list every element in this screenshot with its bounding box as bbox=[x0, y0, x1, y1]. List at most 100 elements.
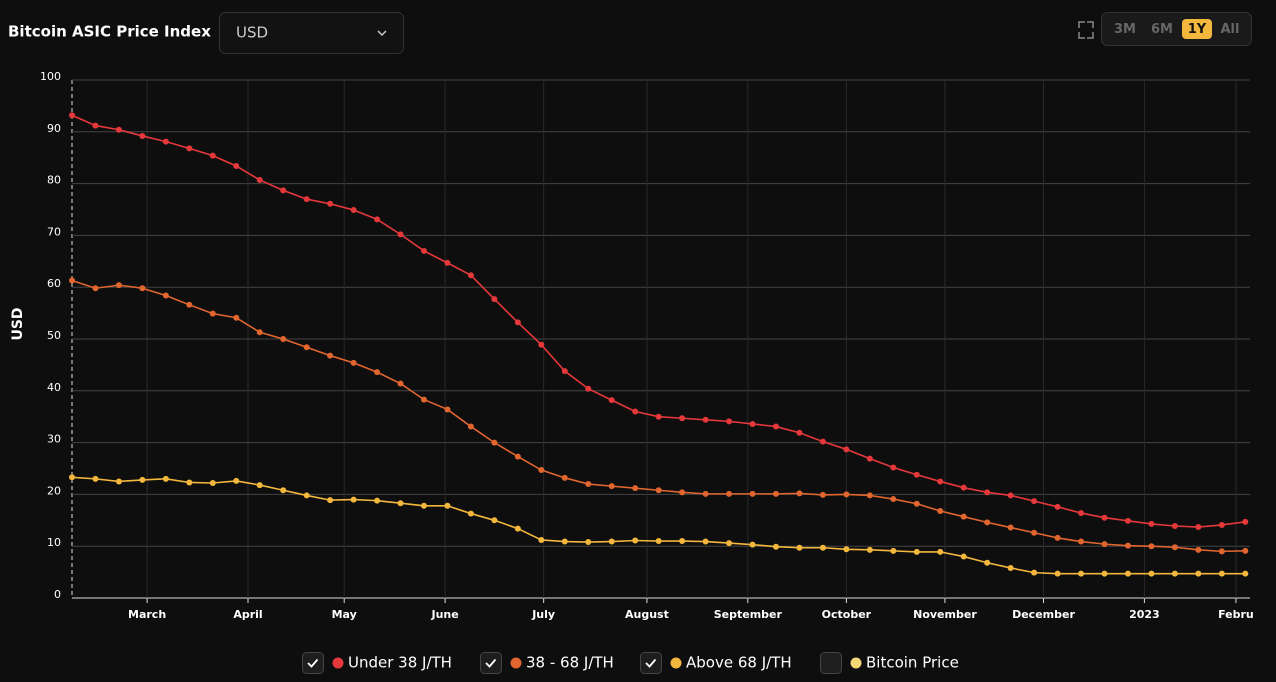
x-tick-label: December bbox=[1012, 608, 1075, 621]
data-point bbox=[1078, 538, 1085, 545]
data-point bbox=[444, 406, 451, 413]
data-point bbox=[1171, 544, 1178, 551]
legend-swatch[interactable] bbox=[850, 657, 862, 669]
y-tick-label: 0 bbox=[54, 588, 61, 601]
legend-label[interactable]: 38 - 68 J/TH bbox=[526, 654, 614, 672]
data-point bbox=[280, 187, 287, 194]
legend-label[interactable]: Under 38 J/TH bbox=[348, 654, 452, 672]
y-tick-label: 100 bbox=[40, 70, 61, 83]
legend-check[interactable] bbox=[645, 658, 657, 668]
legend-swatch[interactable] bbox=[510, 657, 522, 669]
data-point bbox=[327, 200, 334, 207]
data-point bbox=[913, 471, 920, 478]
data-point bbox=[561, 538, 568, 545]
data-point bbox=[233, 314, 240, 321]
legend-swatch[interactable] bbox=[332, 657, 344, 669]
data-point bbox=[1195, 546, 1202, 553]
legend-swatch[interactable] bbox=[670, 657, 682, 669]
data-point bbox=[913, 548, 920, 555]
data-point bbox=[561, 368, 568, 375]
data-point bbox=[1218, 570, 1225, 577]
legend-checkbox[interactable] bbox=[302, 652, 324, 674]
data-point bbox=[960, 484, 967, 491]
data-point bbox=[444, 259, 451, 266]
data-point bbox=[890, 496, 897, 503]
y-tick-label: 10 bbox=[47, 536, 61, 549]
data-point bbox=[1124, 570, 1131, 577]
data-point bbox=[1195, 570, 1202, 577]
data-point bbox=[256, 329, 263, 336]
dropdown-arrow[interactable] bbox=[377, 30, 387, 37]
data-point bbox=[726, 418, 733, 425]
x-tick-label: September bbox=[714, 608, 783, 621]
x-tick-label: October bbox=[822, 608, 872, 621]
legend-item[interactable]: Under 38 J/TH bbox=[302, 652, 452, 674]
dropdown-box[interactable] bbox=[219, 12, 404, 54]
y-tick-label: 90 bbox=[47, 122, 61, 135]
data-point bbox=[984, 489, 991, 496]
data-point bbox=[749, 541, 756, 548]
y-axis-label: USD bbox=[10, 307, 26, 340]
data-point bbox=[1148, 520, 1155, 527]
data-point bbox=[538, 536, 545, 543]
fullscreen-glyph[interactable] bbox=[1078, 21, 1094, 39]
legend-item[interactable]: 38 - 68 J/TH bbox=[480, 652, 614, 674]
data-point bbox=[937, 507, 944, 514]
legend-check[interactable] bbox=[307, 658, 319, 668]
data-point bbox=[69, 112, 75, 119]
range-group bbox=[1101, 12, 1252, 46]
data-point bbox=[585, 539, 592, 546]
data-point bbox=[913, 500, 920, 507]
legend-item[interactable]: Bitcoin Price bbox=[820, 652, 959, 674]
data-point bbox=[1195, 524, 1202, 531]
data-point bbox=[608, 397, 615, 404]
data-point bbox=[280, 487, 287, 494]
data-point bbox=[162, 475, 169, 482]
legend-label[interactable]: Bitcoin Price bbox=[866, 654, 959, 672]
data-point bbox=[444, 502, 451, 509]
data-point bbox=[1101, 570, 1108, 577]
x-tick-label: March bbox=[128, 608, 166, 621]
x-tick-label: April bbox=[233, 608, 262, 621]
data-point bbox=[514, 453, 521, 460]
data-point bbox=[1054, 570, 1061, 577]
data-point bbox=[655, 487, 662, 494]
data-point bbox=[772, 423, 779, 430]
data-point bbox=[374, 216, 381, 223]
data-point bbox=[69, 474, 75, 481]
data-point bbox=[632, 485, 639, 492]
data-point bbox=[749, 490, 756, 497]
y-tick-label: 70 bbox=[47, 225, 61, 238]
legend-label[interactable]: Above 68 J/TH bbox=[686, 654, 792, 672]
data-point bbox=[796, 544, 803, 551]
data-point bbox=[843, 446, 850, 453]
dropdown-value[interactable]: USD bbox=[236, 24, 268, 42]
data-point bbox=[866, 546, 873, 553]
data-point bbox=[397, 231, 404, 238]
data-point bbox=[467, 272, 474, 279]
legend-checkbox[interactable] bbox=[820, 652, 842, 674]
legend-checkbox[interactable] bbox=[480, 652, 502, 674]
data-point bbox=[491, 439, 498, 446]
range-button-bg[interactable] bbox=[1182, 19, 1212, 39]
legend-item[interactable]: Above 68 J/TH bbox=[640, 652, 792, 674]
data-point bbox=[162, 138, 169, 145]
data-point bbox=[350, 207, 357, 214]
data-point bbox=[186, 301, 193, 308]
data-point bbox=[209, 310, 216, 317]
data-point bbox=[538, 467, 545, 474]
data-point bbox=[1007, 524, 1014, 531]
currency-dropdown[interactable]: USD bbox=[219, 12, 404, 54]
legend-checkbox[interactable] bbox=[640, 652, 662, 674]
data-point bbox=[1007, 564, 1014, 571]
range-button[interactable]: 1Y bbox=[1188, 22, 1207, 37]
fullscreen-icon[interactable] bbox=[1078, 21, 1094, 39]
data-point bbox=[585, 385, 592, 392]
data-point bbox=[1078, 570, 1085, 577]
legend-check[interactable] bbox=[485, 658, 497, 668]
range-button[interactable]: All bbox=[1221, 22, 1240, 37]
y-tick-label: 50 bbox=[47, 329, 61, 342]
range-button[interactable]: 3M bbox=[1114, 22, 1136, 37]
range-button[interactable]: 6M bbox=[1151, 22, 1173, 37]
data-point bbox=[350, 496, 357, 503]
